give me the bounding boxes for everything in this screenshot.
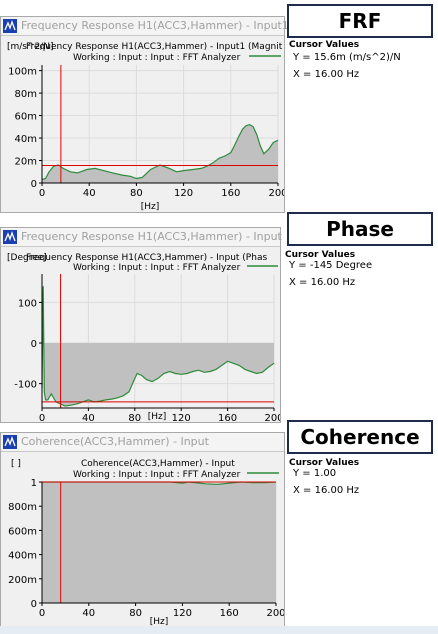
cursor-values-title: Cursor Values [289,458,360,468]
x-tick-label: 0 [39,413,45,422]
y-tick-label: 800m [8,502,37,513]
coherence-callout: Coherence [287,420,433,454]
x-tick-label: 160 [218,413,237,422]
frf-cursor-values: Cursor Values Y = 15.6m (m/s^2)/N X = 16… [287,36,438,210]
window-title: Frequency Response H1(ACC3,Hammer) - Inp… [21,230,282,243]
x-axis-unit: [Hz] [150,617,169,627]
x-tick-label: 0 [39,188,45,199]
x-tick-label: 200 [268,188,284,199]
frf-plot-area[interactable]: [m/s^2/N] Frequency Response H1(ACC3,Ham… [1,36,288,212]
x-tick-label: 0 [39,608,45,619]
series-area [42,482,276,603]
window-title: Frequency Response H1(ACC3,Hammer) - Inp… [21,19,289,32]
analyzer-app-icon [3,230,17,244]
x-tick-label: 40 [83,188,96,199]
y-tick-label: -100 [14,380,37,391]
series-area [42,124,278,183]
header-title: Frequency Response H1(ACC3,Hammer) - Inp… [26,42,283,52]
series-area [42,286,274,406]
y-tick-label: 40m [15,134,37,145]
frf-chart[interactable]: [m/s^2/N] Frequency Response H1(ACC3,Ham… [1,36,288,212]
unit-label: [Degree] [7,253,47,263]
unit-label: [m/s^2/N] [7,42,54,52]
x-tick-label: 200 [264,413,280,422]
coherence-titlebar[interactable]: Coherence(ACC3,Hammer) - Input [1,433,284,452]
analyzer-app-icon [3,19,17,33]
phase-cursor-values: Cursor Values Y = -145 Degree X = 16.00 … [283,247,438,417]
coherence-chart[interactable]: [ ] Coherence(ACC3,Hammer) - Input Worki… [1,452,285,627]
header-subtitle: Working : Input : Input : FFT Analyzer [73,53,241,63]
window-title: Coherence(ACC3,Hammer) - Input [21,435,209,448]
y-tick-label: 200m [8,575,37,586]
phase-plot-area[interactable]: [Degree] Frequency Response H1(ACC3,Hamm… [1,247,284,424]
x-tick-label: 80 [129,608,142,619]
y-tick-label: 60m [15,112,37,123]
frf-callout: FRF [287,4,433,38]
phase-titlebar[interactable]: Frequency Response H1(ACC3,Hammer) - Inp… [1,228,282,247]
x-tick-label: 80 [128,413,141,422]
y-tick-label: 100m [8,67,37,78]
y-tick-label: 1 [31,478,37,489]
series-line [41,123,279,181]
header-subtitle: Working : Input : Input : FFT Analyzer [73,263,241,273]
y-tick-label: 0 [31,339,37,350]
x-tick-label: 120 [174,188,193,199]
x-tick-label: 200 [266,608,284,619]
y-tick-label: 20m [15,157,37,168]
y-tick-label: 0 [31,179,37,190]
coherence-cursor-values: Cursor Values Y = 1.00 X = 16.00 Hz [287,454,438,626]
y-tick-label: 400m [8,551,37,562]
plot-region[interactable]: 0 40 80 120 160 200 0 20m 40m 60m 80m 100m [8,65,288,199]
y-tick-label: 100 [18,298,37,309]
header-subtitle: Working : Input : Input : FFT Analyzer [73,470,241,480]
header-title: Frequency Response H1(ACC3,Hammer) - Inp… [26,253,267,263]
taskbar-strip [0,626,438,634]
phase-window: Frequency Response H1(ACC3,Hammer) - Inp… [0,227,284,424]
coherence-window: Coherence(ACC3,Hammer) - Input [ ] Coher… [0,432,286,628]
x-axis-unit: [Hz] [148,412,167,422]
frf-window: Frequency Response H1(ACC3,Hammer) - Inp… [0,16,289,213]
x-tick-label: 40 [82,608,95,619]
analyzer-app-icon [3,435,17,449]
plot-region[interactable]: 0 40 80 120 160 200 0 200m 400m 600m 800m 1 [8,478,285,619]
x-tick-label: 120 [172,413,191,422]
x-tick-label: 40 [82,413,95,422]
y-tick-label: 80m [15,89,37,100]
cursor-x-readout: X = 16.00 Hz [293,69,360,80]
x-tick-label: 160 [220,608,239,619]
phase-callout: Phase [287,212,433,246]
x-tick-label: 160 [221,188,240,199]
series-line [41,286,275,407]
coherence-plot-area[interactable]: [ ] Coherence(ACC3,Hammer) - Input Worki… [1,452,285,627]
x-axis-unit: [Hz] [141,202,160,212]
frf-titlebar[interactable]: Frequency Response H1(ACC3,Hammer) - Inp… [1,17,289,36]
plot-region[interactable]: 0 40 80 120 160 200 -100 0 100 [14,274,284,424]
cursor-x-readout: X = 16.00 Hz [293,485,360,496]
x-tick-label: 80 [130,188,143,199]
phase-chart[interactable]: [Degree] Frequency Response H1(ACC3,Hamm… [1,247,284,424]
cursor-values-title: Cursor Values [289,40,360,50]
header-title: Coherence(ACC3,Hammer) - Input [81,459,235,469]
cursor-y-readout: Y = -145 Degree [289,260,373,271]
cursor-x-readout: X = 16.00 Hz [289,277,356,288]
y-tick-label: 0 [31,599,37,610]
cursor-y-readout: Y = 1.00 [293,468,337,479]
x-tick-label: 120 [173,608,192,619]
y-tick-label: 600m [8,526,37,537]
unit-label: [ ] [11,459,21,469]
cursor-values-title: Cursor Values [285,250,356,260]
cursor-y-readout: Y = 15.6m (m/s^2)/N [293,52,401,63]
